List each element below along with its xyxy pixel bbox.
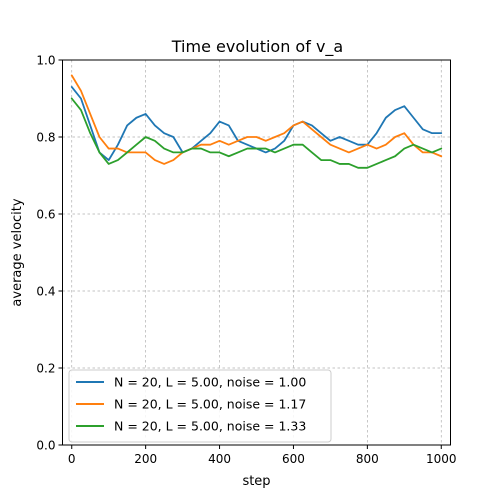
x-tick-label: 1000	[426, 452, 457, 466]
series-line-2	[70, 74, 443, 165]
legend: N = 20, L = 5.00, noise = 1.00 N = 20, L …	[68, 369, 332, 443]
legend-box	[68, 369, 332, 443]
y-tick-label: 0.2	[36, 362, 55, 376]
x-axis-label: step	[242, 474, 270, 489]
x-tick-label: 600	[282, 452, 305, 466]
series-line-3	[70, 97, 443, 169]
x-axis-ticks: 0 200 400 600 800 1000	[68, 445, 457, 466]
y-tick-label: 0.4	[36, 285, 55, 299]
y-tick-label: 1.0	[36, 54, 55, 68]
y-axis-ticks: 0.0 0.2 0.4 0.6 0.8 1.0	[36, 54, 63, 453]
y-axis-label: average velocity	[10, 198, 25, 306]
plot-frame	[62, 59, 451, 446]
y-tick-label: 0.0	[36, 439, 55, 453]
y-tick-label: 0.8	[36, 131, 55, 145]
series-lines	[70, 74, 443, 169]
x-tick-label: 800	[356, 452, 379, 466]
legend-label: N = 20, L = 5.00, noise = 1.33	[114, 419, 306, 434]
y-tick-label: 0.6	[36, 208, 55, 222]
x-tick-label: 0	[68, 452, 76, 466]
x-tick-label: 400	[208, 452, 231, 466]
legend-label: N = 20, L = 5.00, noise = 1.00	[114, 375, 306, 390]
chart-title: Time evolution of v_a	[171, 37, 343, 57]
x-tick-label: 200	[134, 452, 157, 466]
legend-label: N = 20, L = 5.00, noise = 1.17	[114, 397, 306, 412]
